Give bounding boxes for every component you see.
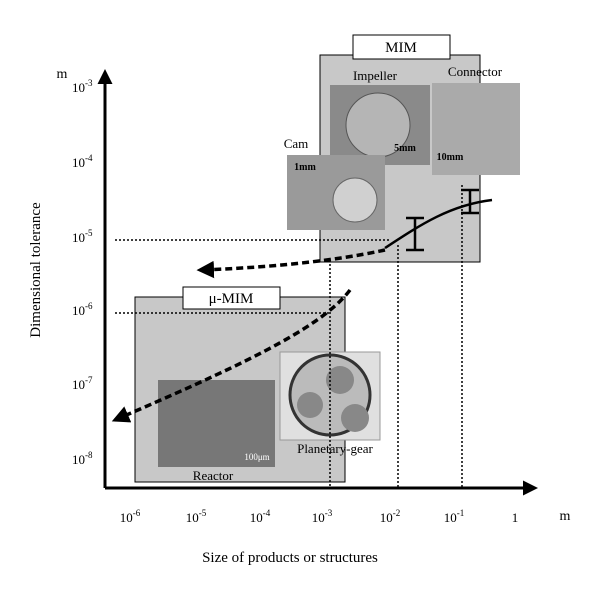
- y-unit: m: [57, 67, 68, 82]
- tick-base: 10: [72, 452, 85, 467]
- trend-arrow: [196, 248, 386, 279]
- tick-base: 10: [380, 510, 393, 525]
- tick-exponent: -7: [85, 375, 93, 385]
- photo: [158, 380, 275, 467]
- tick-base: 10: [72, 377, 85, 392]
- photo-label: Cam: [284, 136, 309, 151]
- trend-arrow: [111, 288, 352, 423]
- tick-label: 10-3: [312, 508, 333, 525]
- photo: [432, 83, 520, 175]
- mim-label-box: [352, 34, 451, 60]
- y-axis-label: Dimensional tolerance: [28, 202, 44, 338]
- tick-base: 10: [120, 510, 133, 525]
- tick-label: 10-5: [72, 228, 93, 245]
- tick-exponent: -5: [199, 508, 207, 518]
- tick-base: 1: [512, 510, 519, 525]
- photo-label: Connector: [448, 64, 503, 79]
- photo-detail: [326, 366, 354, 394]
- tick-base: 10: [72, 80, 85, 95]
- scale-label: 100μm: [244, 452, 269, 462]
- micro-mim-label-box: [182, 286, 281, 310]
- tick-label: 10-7: [72, 375, 93, 392]
- tick-exponent: -8: [85, 450, 93, 460]
- x-axis-label: Size of products or structures: [202, 550, 378, 566]
- tick-base: 10: [444, 510, 457, 525]
- scale-label: 5mm: [394, 143, 416, 154]
- tick-exponent: -3: [85, 78, 93, 88]
- tick-base: 10: [72, 303, 85, 318]
- tick-exponent: -6: [133, 508, 141, 518]
- tick-base: 10: [186, 510, 199, 525]
- photo-detail: [297, 392, 323, 418]
- tick-exponent: -3: [325, 508, 333, 518]
- tick-label: 10-5: [186, 508, 207, 525]
- tick-exponent: -1: [457, 508, 465, 518]
- trend-curve: [384, 198, 493, 250]
- tick-label: 10-6: [120, 508, 141, 525]
- tick-label: 10-2: [380, 508, 401, 525]
- photo-label: Reactor: [193, 468, 234, 483]
- photo-detail: [332, 177, 378, 223]
- tick-label: 10-4: [250, 508, 271, 525]
- photo-detail: [341, 404, 369, 432]
- tick-label: 10-6: [72, 301, 93, 318]
- tick-base: 10: [312, 510, 325, 525]
- tick-exponent: -4: [263, 508, 271, 518]
- tick-exponent: -5: [85, 228, 93, 238]
- tick-label: 10-3: [72, 78, 93, 95]
- x-unit: m: [560, 509, 571, 524]
- photo-label: Planetary-gear: [297, 441, 373, 456]
- tick-base: 10: [72, 230, 85, 245]
- tick-label: 10-4: [72, 153, 93, 170]
- tick-base: 10: [72, 155, 85, 170]
- tick-base: 10: [250, 510, 263, 525]
- guide-lines: [115, 185, 463, 488]
- tick-exponent: -2: [393, 508, 401, 518]
- scale-label: 1mm: [294, 162, 316, 173]
- photo-label: Impeller: [353, 68, 398, 83]
- tick-label: 10-8: [72, 450, 93, 467]
- tick-exponent: -6: [85, 301, 93, 311]
- tick-exponent: -4: [85, 153, 93, 163]
- region-label: MIM: [385, 40, 417, 56]
- tick-label: 1: [512, 510, 519, 525]
- region-label: μ-MIM: [209, 291, 254, 307]
- error-bars: [406, 188, 479, 252]
- scale-label: 10mm: [437, 152, 464, 163]
- tick-label: 10-1: [444, 508, 465, 525]
